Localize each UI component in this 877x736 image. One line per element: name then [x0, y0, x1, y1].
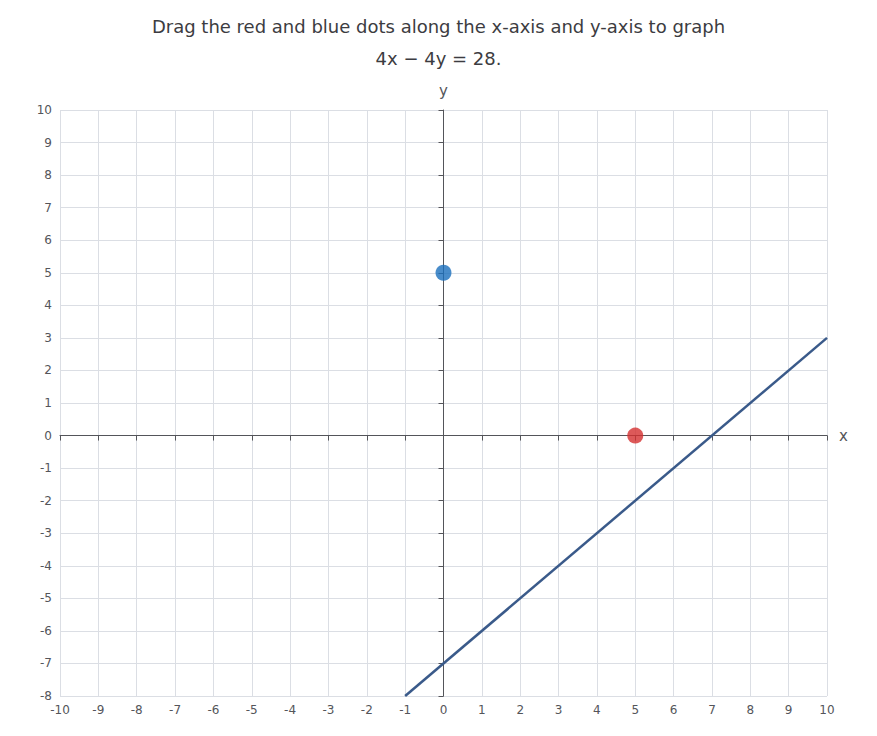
svg-text:-5: -5: [40, 591, 52, 605]
svg-text:-7: -7: [169, 703, 181, 717]
svg-text:10: 10: [819, 703, 834, 717]
svg-text:10: 10: [37, 103, 52, 117]
svg-text:-5: -5: [246, 703, 258, 717]
svg-text:0: 0: [440, 703, 448, 717]
svg-text:0: 0: [44, 429, 52, 443]
svg-text:-2: -2: [361, 703, 373, 717]
svg-text:4: 4: [593, 703, 601, 717]
svg-text:-3: -3: [40, 526, 52, 540]
svg-text:-1: -1: [399, 703, 411, 717]
svg-text:-7: -7: [40, 656, 52, 670]
svg-text:-2: -2: [40, 494, 52, 508]
svg-text:4: 4: [44, 298, 52, 312]
svg-text:-9: -9: [92, 703, 104, 717]
svg-text:-3: -3: [322, 703, 334, 717]
svg-text:-10: -10: [50, 703, 70, 717]
svg-text:-6: -6: [207, 703, 219, 717]
svg-text:y: y: [439, 82, 448, 100]
svg-text:3: 3: [555, 703, 563, 717]
svg-text:Drag the red and blue dots alo: Drag the red and blue dots along the x-a…: [152, 16, 725, 37]
svg-text:1: 1: [44, 396, 52, 410]
svg-text:-4: -4: [284, 703, 296, 717]
svg-text:6: 6: [44, 233, 52, 247]
svg-text:1: 1: [478, 703, 486, 717]
svg-text:8: 8: [44, 168, 52, 182]
svg-text:7: 7: [44, 201, 52, 215]
svg-text:3: 3: [44, 331, 52, 345]
svg-text:8: 8: [746, 703, 754, 717]
svg-text:x: x: [839, 427, 848, 445]
svg-text:-6: -6: [40, 624, 52, 638]
svg-text:7: 7: [708, 703, 716, 717]
svg-text:-8: -8: [131, 703, 143, 717]
svg-text:6: 6: [670, 703, 678, 717]
svg-text:-4: -4: [40, 559, 52, 573]
svg-text:-8: -8: [40, 689, 52, 703]
svg-text:4x − 4y = 28.: 4x − 4y = 28.: [376, 48, 502, 69]
svg-text:9: 9: [785, 703, 793, 717]
svg-text:-1: -1: [40, 461, 52, 475]
svg-text:5: 5: [44, 266, 52, 280]
svg-text:2: 2: [516, 703, 524, 717]
svg-text:5: 5: [631, 703, 639, 717]
svg-text:2: 2: [44, 363, 52, 377]
svg-text:9: 9: [44, 136, 52, 150]
